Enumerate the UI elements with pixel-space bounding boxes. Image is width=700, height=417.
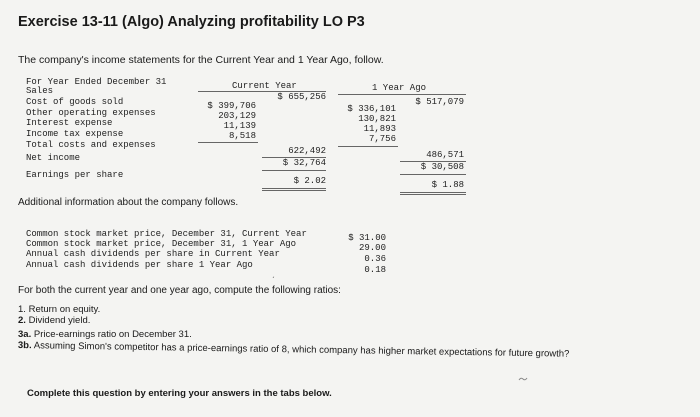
ratio-item-2: 2. Dividend yield.: [18, 315, 91, 327]
ratio-item-3a: 3a. Price-earnings ratio on December 31.: [18, 329, 192, 341]
row-interest-label: Interest expense: [26, 118, 113, 128]
additional-label-3: Annual cash dividends per share in Curre…: [26, 249, 280, 259]
col-1-year-ago: 1 Year Ago: [372, 83, 427, 93]
ratio-num-3a: 3a.: [18, 329, 32, 340]
additional-value-4: 0.18: [364, 265, 386, 275]
row-cogs-py: $ 336,101: [347, 104, 396, 114]
subtotal-rule-current: [198, 142, 258, 143]
row-interest-cy: 11,139: [223, 121, 256, 131]
row-interest-py: 11,893: [363, 124, 396, 134]
ratio-text-2: Dividend yield.: [28, 315, 91, 326]
row-opex-cy: 203,129: [218, 111, 256, 121]
header-rule-prior: [338, 94, 466, 95]
additional-label-2: Common stock market price, December 31, …: [26, 239, 297, 249]
row-total-cy: 622,492: [288, 146, 326, 156]
total-rule-prior: [400, 161, 466, 162]
row-opex-label: Other operating expenses: [26, 108, 156, 118]
ratio-num-3b: 3b.: [17, 340, 32, 352]
row-net-income-label: Net income: [26, 153, 81, 163]
row-eps-py: $ 1.88: [431, 180, 464, 190]
ratio-num-1: 1.: [18, 304, 26, 315]
eps-double-rule-current-1: [262, 188, 326, 189]
intro-text: The company's income statements for the …: [18, 54, 384, 66]
ratio-text-3a: Price-earnings ratio on December 31.: [33, 329, 192, 340]
eps-double-rule-current-2: [262, 190, 326, 191]
row-sales-py: $ 517,079: [415, 97, 464, 107]
additional-value-3: 0.36: [364, 254, 386, 264]
page-title: Exercise 13-11 (Algo) Analyzing profitab…: [18, 14, 365, 30]
total-rule-current: [262, 157, 326, 158]
row-opex-py: 130,821: [358, 114, 396, 124]
row-total-label: Total costs and expenses: [26, 140, 156, 150]
row-eps-label: Earnings per share: [26, 170, 124, 180]
tilde-mark-icon: [518, 377, 528, 381]
col-current-year: Current Year: [232, 81, 297, 91]
eps-double-rule-prior-2: [400, 194, 466, 195]
eps-double-rule-prior-1: [400, 192, 466, 193]
statement-header-label: For Year Ended December 31: [26, 77, 167, 87]
additional-value-1: $ 31.00: [348, 233, 386, 243]
row-net-income-cy: $ 32,764: [282, 158, 326, 168]
ratio-text-1: Return on equity.: [28, 304, 101, 315]
row-cogs-cy: $ 399,706: [207, 101, 256, 111]
row-cogs-label: Cost of goods sold: [26, 97, 124, 107]
additional-label-1: Common stock market price, December 31, …: [26, 229, 307, 239]
row-sales-label: Sales: [26, 86, 54, 96]
ratio-item-1: 1. Return on equity.: [18, 304, 101, 316]
row-tax-label: Income tax expense: [26, 129, 124, 139]
header-rule-current: [198, 91, 326, 92]
instruction-text: For both the current year and one year a…: [18, 285, 341, 296]
net-income-rule-current: [262, 170, 326, 171]
row-eps-cy: $ 2.02: [293, 176, 326, 186]
row-total-py: 486,571: [426, 150, 464, 160]
additional-heading: Additional information about the company…: [18, 197, 239, 208]
additional-value-2: 29.00: [358, 243, 386, 253]
row-sales-cy: $ 655,256: [277, 92, 326, 102]
net-income-rule-prior: [400, 174, 466, 175]
subtotal-rule-prior: [338, 146, 398, 147]
row-net-income-py: $ 30,508: [420, 162, 464, 172]
complete-question-instruction: Complete this question by entering your …: [27, 388, 332, 399]
additional-label-4: Annual cash dividends per share 1 Year A…: [26, 260, 253, 270]
row-tax-py: 7,756: [368, 134, 396, 144]
ratio-text-3b: Assuming Simon's competitor has a price-…: [33, 340, 570, 360]
ratio-item-3b: 3b. Assuming Simon's competitor has a pr…: [17, 340, 570, 360]
row-tax-cy: 8,518: [228, 131, 256, 141]
ratio-num-2: 2.: [18, 315, 26, 326]
cursor-mark-icon: ˊ: [272, 276, 275, 285]
